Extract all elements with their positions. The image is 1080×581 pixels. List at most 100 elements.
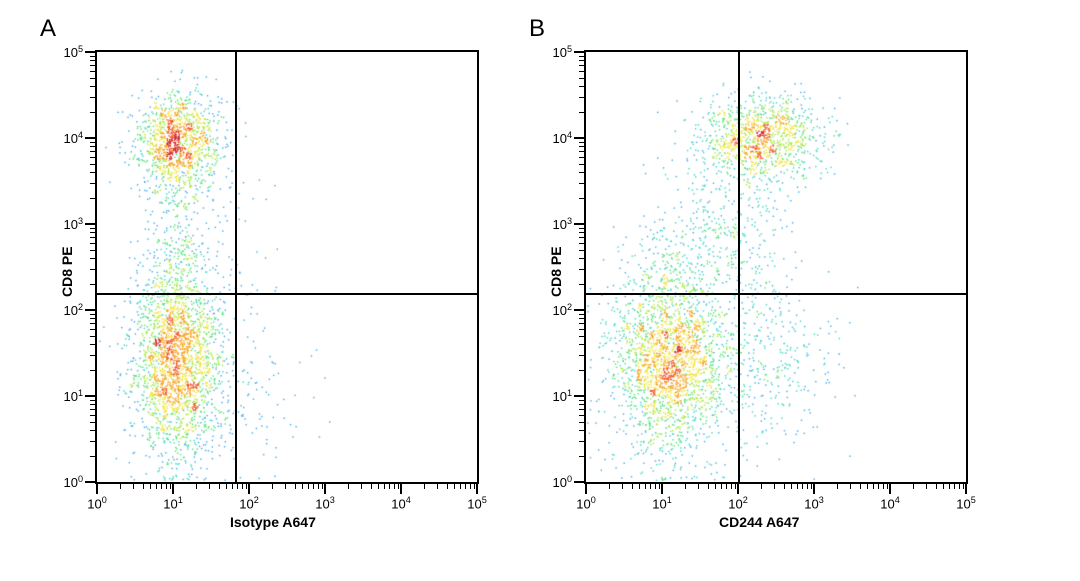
tick-minor-y	[579, 56, 584, 57]
tick-minor-x	[873, 484, 874, 489]
tick-minor-x	[150, 484, 151, 489]
tick-minor-y	[579, 318, 584, 319]
quadrant-line-v	[738, 52, 740, 482]
tick-x	[324, 484, 326, 494]
tick-minor-y	[579, 400, 584, 401]
tick-minor-y	[579, 409, 584, 410]
tick-minor-x	[731, 484, 732, 489]
tick-y-label: 101	[552, 388, 572, 404]
tick-y	[574, 395, 584, 397]
tick-y-label: 102	[552, 302, 572, 318]
tick-minor-y	[90, 243, 95, 244]
tick-minor-x	[285, 484, 286, 489]
tick-minor-y	[579, 404, 584, 405]
tick-minor-x	[655, 484, 656, 489]
tick-minor-x	[219, 484, 220, 489]
tick-y	[85, 51, 95, 53]
tick-minor-x	[867, 484, 868, 489]
tick-minor-y	[90, 86, 95, 87]
tick-minor-x	[313, 484, 314, 489]
tick-minor-x	[622, 484, 623, 489]
tick-x-label: 105	[956, 495, 976, 511]
tick-minor-x	[715, 484, 716, 489]
tick-minor-x	[437, 484, 438, 489]
tick-minor-y	[90, 183, 95, 184]
tick-minor-x	[470, 484, 471, 489]
tick-minor-y	[90, 97, 95, 98]
tick-minor-x	[166, 484, 167, 489]
tick-minor-x	[322, 484, 323, 489]
tick-minor-y	[579, 344, 584, 345]
tick-minor-x	[398, 484, 399, 489]
quadrant-line-h	[97, 293, 477, 295]
tick-minor-x	[645, 484, 646, 489]
tick-x-label: 100	[576, 495, 596, 511]
tick-minor-x	[936, 484, 937, 489]
tick-x	[889, 484, 891, 494]
tick-y-label: 102	[63, 302, 83, 318]
tick-minor-y	[90, 422, 95, 423]
tick-minor-y	[579, 237, 584, 238]
tick-x-label: 103	[315, 495, 335, 511]
plot-area: 100100101101102102103103104104105105CD8 …	[584, 50, 968, 484]
tick-x	[96, 484, 98, 494]
tick-minor-x	[887, 484, 888, 489]
tick-minor-y	[90, 60, 95, 61]
tick-minor-x	[659, 484, 660, 489]
tick-minor-x	[378, 484, 379, 489]
tick-minor-y	[579, 157, 584, 158]
tick-minor-y	[579, 232, 584, 233]
tick-minor-y	[579, 441, 584, 442]
tick-minor-y	[579, 456, 584, 457]
tick-minor-y	[90, 370, 95, 371]
tick-minor-x	[954, 484, 955, 489]
tick-x-label: 102	[239, 495, 259, 511]
tick-minor-x	[632, 484, 633, 489]
tick-minor-y	[90, 142, 95, 143]
tick-minor-y	[90, 409, 95, 410]
tick-minor-y	[579, 60, 584, 61]
tick-minor-y	[90, 71, 95, 72]
tick-minor-x	[394, 484, 395, 489]
tick-y-label: 104	[552, 130, 572, 146]
tick-minor-x	[726, 484, 727, 489]
tick-minor-x	[650, 484, 651, 489]
tick-minor-y	[579, 323, 584, 324]
tick-minor-y	[579, 370, 584, 371]
tick-x-label: 105	[467, 495, 487, 511]
tick-minor-y	[90, 329, 95, 330]
tick-minor-y	[90, 164, 95, 165]
tick-minor-y	[579, 430, 584, 431]
x-axis-label: Isotype A647	[230, 514, 316, 530]
tick-minor-x	[850, 484, 851, 489]
y-axis-label: CD8 PE	[548, 246, 564, 297]
tick-minor-x	[133, 484, 134, 489]
tick-minor-x	[318, 484, 319, 489]
tick-minor-y	[579, 228, 584, 229]
tick-minor-y	[579, 151, 584, 152]
tick-minor-x	[959, 484, 960, 489]
tick-y-label: 100	[63, 474, 83, 490]
tick-minor-x	[246, 484, 247, 489]
tick-minor-y	[579, 71, 584, 72]
tick-minor-y	[579, 269, 584, 270]
x-axis-label: CD244 A647	[719, 514, 799, 530]
tick-minor-x	[721, 484, 722, 489]
tick-x-label: 103	[804, 495, 824, 511]
tick-minor-y	[90, 430, 95, 431]
tick-minor-x	[802, 484, 803, 489]
tick-minor-y	[579, 142, 584, 143]
tick-minor-x	[156, 484, 157, 489]
tick-x	[661, 484, 663, 494]
tick-minor-y	[579, 355, 584, 356]
tick-minor-x	[170, 484, 171, 489]
tick-minor-y	[90, 404, 95, 405]
tick-minor-y	[579, 250, 584, 251]
tick-y-label: 103	[552, 216, 572, 232]
tick-y	[574, 223, 584, 225]
tick-x-label: 101	[652, 495, 672, 511]
tick-minor-x	[639, 484, 640, 489]
tick-minor-x	[784, 484, 785, 489]
tick-x-label: 101	[163, 495, 183, 511]
tick-y	[574, 481, 584, 483]
